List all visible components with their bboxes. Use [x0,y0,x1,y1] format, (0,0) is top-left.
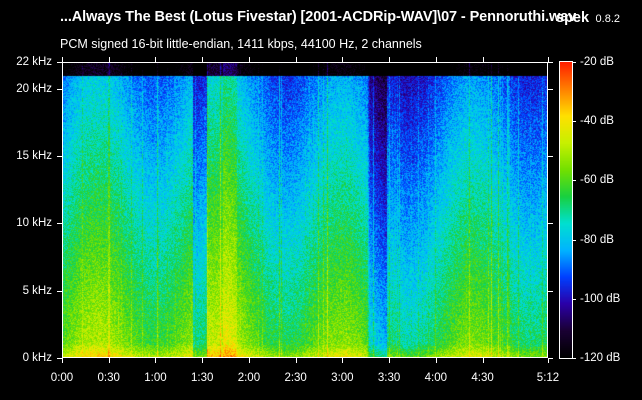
time-tick-mark-top [249,57,250,62]
frequency-tick-mark-right [548,62,553,63]
time-tick-label: 4:30 [471,372,494,384]
time-tick-mark [62,358,63,363]
time-tick-mark-top [389,57,390,62]
level-tick-mark [572,62,576,63]
frequency-tick-mark [57,358,62,359]
frequency-tick-mark [57,223,62,224]
frequency-tick-mark-right [548,291,553,292]
time-tick-mark [249,358,250,363]
level-legend-gradient [560,62,572,358]
level-tick-mark [572,240,576,241]
file-title: ...Always The Best (Lotus Fivestar) [200… [60,9,577,25]
audio-format-info: PCM signed 16-bit little-endian, 1411 kb… [60,37,422,51]
frequency-tick-mark [57,291,62,292]
time-tick-mark-top [109,57,110,62]
time-tick-mark-top [548,57,549,62]
frequency-tick-mark [57,156,62,157]
time-tick-mark [296,358,297,363]
time-tick-mark-top [202,57,203,62]
spectrogram-canvas [62,62,548,358]
time-tick-mark [109,358,110,363]
time-tick-mark-top [62,57,63,62]
level-tick-label: -100 dB [580,292,621,305]
time-tick-label: 1:00 [144,372,167,384]
time-tick-label: 2:30 [284,372,307,384]
frequency-tick-mark-right [548,223,553,224]
frequency-tick-label: 15 kHz [16,150,52,163]
app-version: 0.8.2 [595,13,620,25]
level-tick-label: -20 dB [580,56,614,68]
time-tick-mark [483,358,484,363]
level-tick-mark [572,180,576,181]
time-tick-label: 0:00 [50,372,74,384]
frequency-tick-label: 5 kHz [22,284,52,297]
frequency-tick-mark-right [548,89,553,90]
level-tick-label: -120 dB [580,352,621,364]
time-tick-mark-top [436,57,437,62]
time-tick-mark [436,358,437,363]
frequency-tick-label: 0 kHz [22,352,52,364]
time-tick-mark-top [342,57,343,62]
level-tick-label: -80 dB [580,233,614,246]
time-tick-mark [155,358,156,363]
level-tick-mark [572,121,576,122]
time-tick-label: 5:12 [536,372,560,384]
frequency-tick-mark [57,89,62,90]
spectrogram-plot[interactable] [62,62,548,358]
frequency-tick-label: 20 kHz [16,82,52,95]
app-brand: spek 0.8.2 [556,9,620,27]
time-tick-mark-top [155,57,156,62]
title-bar: ...Always The Best (Lotus Fivestar) [200… [60,9,620,29]
time-tick-mark [202,358,203,363]
time-tick-mark-top [296,57,297,62]
time-tick-mark [342,358,343,363]
level-tick-label: -40 dB [580,115,614,128]
level-tick-mark [572,358,576,359]
time-tick-label: 2:00 [237,372,261,384]
frequency-tick-mark-right [548,358,553,359]
app-name: spek [556,10,590,26]
frequency-tick-label: 10 kHz [16,217,52,230]
time-tick-label: 3:30 [377,372,401,384]
frequency-tick-label: 22 kHz [16,56,52,68]
time-tick-label: 3:00 [331,372,354,384]
time-tick-mark [389,358,390,363]
time-tick-mark [548,358,549,363]
level-legend [560,62,572,358]
level-tick-mark [572,299,576,300]
time-tick-mark-top [483,57,484,62]
level-tick-label: -60 dB [580,174,614,187]
time-tick-label: 0:30 [97,372,120,384]
time-tick-label: 4:00 [424,372,448,384]
frequency-tick-mark [57,62,62,63]
frequency-tick-mark-right [548,156,553,157]
time-tick-label: 1:30 [190,372,214,384]
